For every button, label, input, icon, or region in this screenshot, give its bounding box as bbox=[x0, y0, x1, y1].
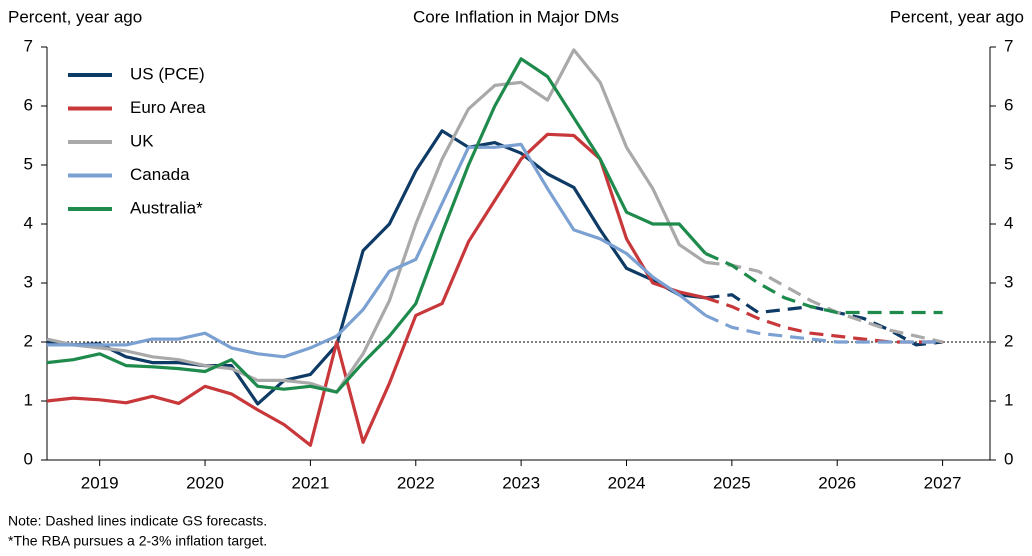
x-tick-label: 2023 bbox=[502, 473, 540, 492]
x-tick-label: 2025 bbox=[713, 473, 751, 492]
y2-tick-label: 4 bbox=[1004, 213, 1013, 232]
legend-label: Canada bbox=[130, 165, 190, 184]
y-tick-label: 5 bbox=[24, 154, 33, 173]
legend-label: US (PCE) bbox=[130, 64, 205, 83]
series-line bbox=[46, 57, 707, 394]
y-tick-label: 0 bbox=[24, 449, 33, 468]
series-line bbox=[47, 142, 707, 359]
legend-label: Australia* bbox=[130, 198, 203, 217]
note: *The RBA pursues a 2-3% inflation target… bbox=[8, 533, 267, 549]
x-tick-label: 2022 bbox=[397, 473, 435, 492]
note: Note: Dashed lines indicate GS forecasts… bbox=[8, 513, 267, 529]
series-line bbox=[46, 129, 706, 406]
legend-label: Euro Area bbox=[130, 98, 206, 117]
y-tick-label: 1 bbox=[24, 390, 33, 409]
y2-tick-label: 6 bbox=[1004, 95, 1013, 114]
forecast-line bbox=[705, 260, 943, 344]
y2-tick-label: 0 bbox=[1004, 449, 1013, 468]
y-tick-label: 3 bbox=[24, 272, 33, 291]
forecast-line bbox=[705, 293, 943, 347]
forecast-line bbox=[704, 296, 943, 344]
chart-title: Core Inflation in Major DMs bbox=[413, 7, 619, 26]
x-tick-label: 2019 bbox=[81, 473, 119, 492]
x-tick-label: 2026 bbox=[818, 473, 856, 492]
y-axis-label: Percent, year ago bbox=[8, 7, 142, 26]
y-tick-label: 7 bbox=[24, 36, 33, 55]
x-tick-label: 2020 bbox=[186, 473, 224, 492]
x-tick-label: 2024 bbox=[608, 473, 646, 492]
forecast-line bbox=[704, 252, 943, 315]
series-line bbox=[46, 48, 707, 394]
forecast-line bbox=[704, 313, 943, 344]
x-tick-label: 2027 bbox=[924, 473, 962, 492]
x-tick-label: 2021 bbox=[291, 473, 329, 492]
y2-tick-label: 5 bbox=[1004, 154, 1013, 173]
y2-tick-label: 1 bbox=[1004, 390, 1013, 409]
y-tick-label: 4 bbox=[24, 213, 33, 232]
y-tick-label: 6 bbox=[24, 95, 33, 114]
y2-axis-label: Percent, year ago bbox=[890, 7, 1024, 26]
y2-tick-label: 3 bbox=[1004, 272, 1013, 291]
y2-tick-label: 2 bbox=[1004, 331, 1013, 350]
y-tick-label: 2 bbox=[24, 331, 33, 350]
y2-tick-label: 7 bbox=[1004, 36, 1013, 55]
legend-label: UK bbox=[130, 131, 154, 150]
